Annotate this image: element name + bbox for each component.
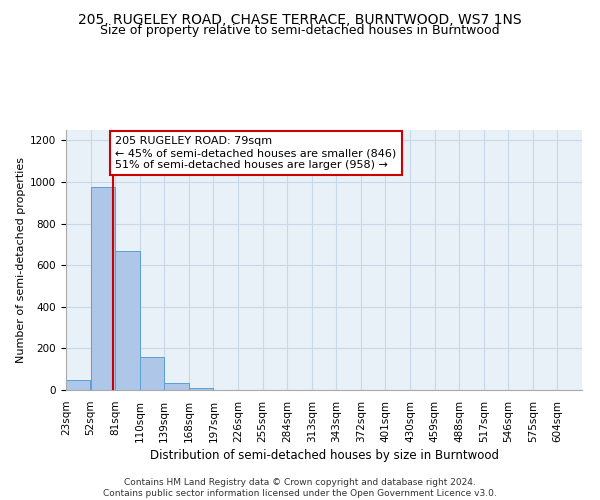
Bar xyxy=(66,380,91,390)
Y-axis label: Number of semi-detached properties: Number of semi-detached properties xyxy=(16,157,26,363)
Text: 205 RUGELEY ROAD: 79sqm
← 45% of semi-detached houses are smaller (846)
51% of s: 205 RUGELEY ROAD: 79sqm ← 45% of semi-de… xyxy=(115,136,397,170)
X-axis label: Distribution of semi-detached houses by size in Burntwood: Distribution of semi-detached houses by … xyxy=(149,449,499,462)
Bar xyxy=(140,356,164,390)
Text: Size of property relative to semi-detached houses in Burntwood: Size of property relative to semi-detach… xyxy=(100,24,500,37)
Bar xyxy=(189,388,214,390)
Bar xyxy=(91,187,115,390)
Bar xyxy=(164,384,189,390)
Text: Contains HM Land Registry data © Crown copyright and database right 2024.
Contai: Contains HM Land Registry data © Crown c… xyxy=(103,478,497,498)
Bar xyxy=(115,252,140,390)
Text: 205, RUGELEY ROAD, CHASE TERRACE, BURNTWOOD, WS7 1NS: 205, RUGELEY ROAD, CHASE TERRACE, BURNTW… xyxy=(78,12,522,26)
